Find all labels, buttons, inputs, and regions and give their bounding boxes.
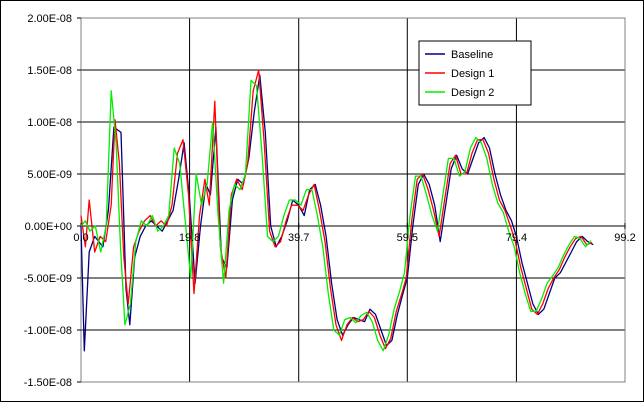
series-group (80, 69, 594, 352)
legend-label-baseline: Baseline (451, 49, 493, 61)
series-line-design-1 (80, 69, 593, 350)
x-tick-label: 0.0 (73, 232, 88, 244)
y-tick-label: -5.00E-09 (24, 273, 72, 285)
x-tick-label: 59.5 (397, 232, 418, 244)
x-tick-label: 79.4 (506, 232, 527, 244)
y-tick-label: -1.00E-08 (24, 325, 72, 337)
y-tick-label: 1.50E-08 (27, 65, 72, 77)
plot-area (80, 17, 626, 383)
y-tick-label: 2.00E-08 (27, 13, 72, 25)
x-tick-label: 39.7 (288, 232, 309, 244)
legend-label-design-1: Design 1 (451, 68, 494, 80)
x-tick-label: 99.2 (614, 232, 635, 244)
x-axis-labels: 0.0 19.8 39.7 59.5 79.4 99.2 (73, 232, 635, 244)
series-line-design-2 (80, 79, 592, 352)
y-tick-label: 5.00E-09 (27, 169, 72, 181)
legend-label-design-2: Design 2 (451, 87, 494, 99)
grid-lines (80, 17, 626, 383)
y-axis: 2.00E-08 1.50E-08 1.00E-08 5.00E-09 0.00E+00… (24, 13, 81, 389)
series-line-baseline (80, 74, 594, 352)
y-tick-label: -1.50E-08 (24, 377, 72, 389)
legend: Baseline Design 1 Design 2 (418, 40, 532, 106)
x-tick-label: 19.8 (179, 232, 200, 244)
y-tick-label: 1.00E-08 (27, 117, 72, 129)
y-tick-label: 0.00E+00 (25, 221, 72, 233)
